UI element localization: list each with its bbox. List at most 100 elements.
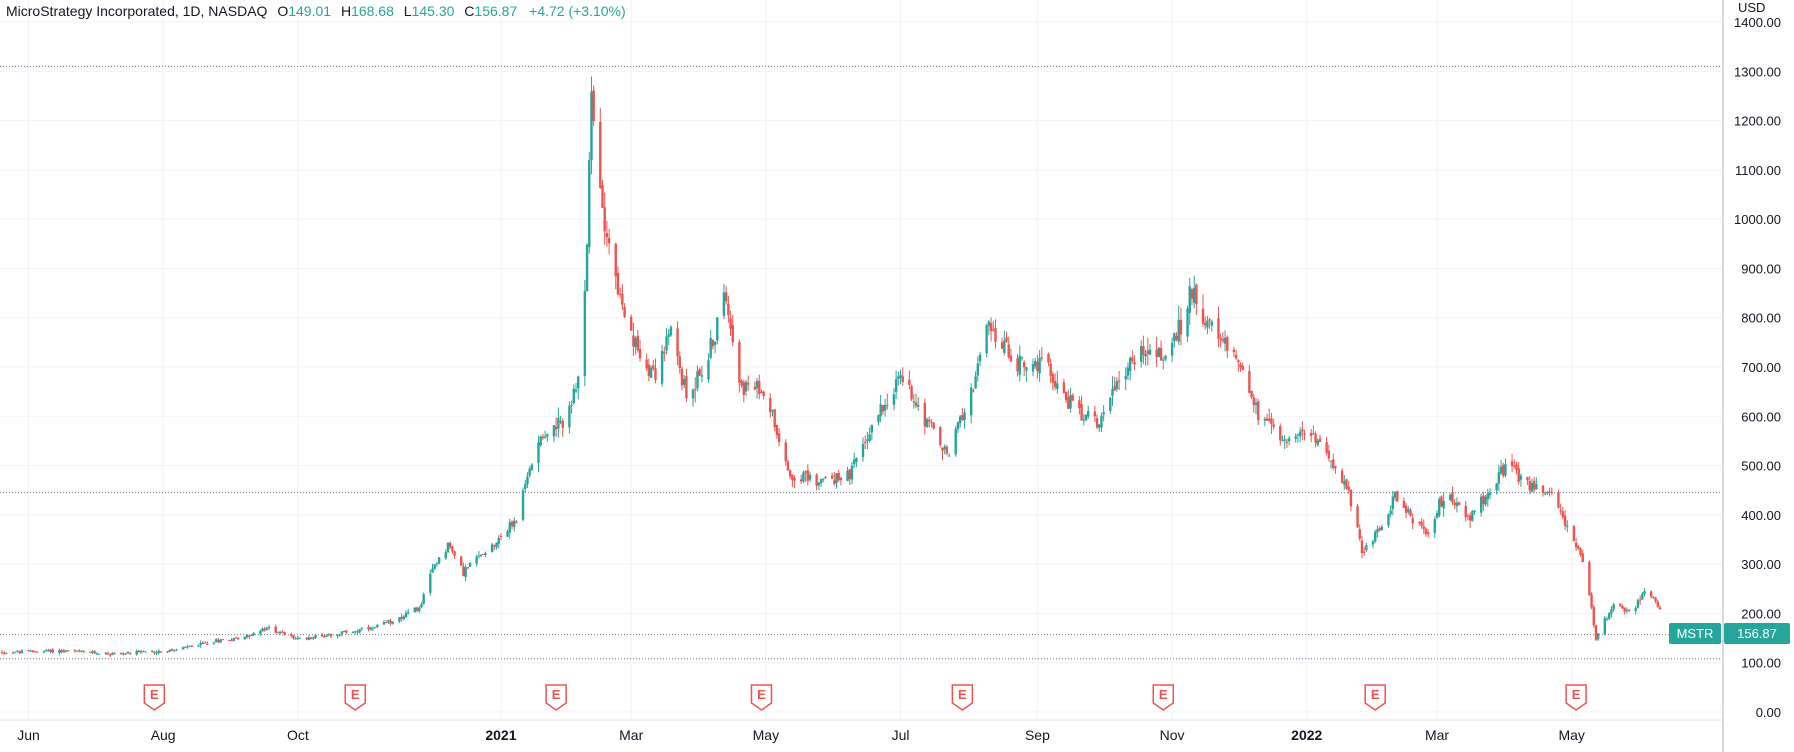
candle-body — [515, 522, 518, 524]
candle-body — [1234, 354, 1238, 359]
candle-body — [1223, 337, 1227, 344]
candle-body — [1111, 388, 1114, 397]
candle-body — [528, 468, 531, 476]
candle-body — [1237, 360, 1240, 363]
high-value: 168.68 — [351, 3, 394, 19]
candle-body — [1402, 500, 1406, 508]
candle-body — [868, 434, 871, 441]
earnings-marker[interactable]: E — [545, 684, 567, 711]
candle-body — [320, 634, 324, 637]
y-tick-label: 600.00 — [1741, 409, 1781, 424]
candle-body — [64, 650, 68, 652]
earnings-marker[interactable]: E — [143, 684, 166, 711]
candle-body — [1643, 591, 1646, 595]
candle-body — [499, 535, 503, 537]
candle-body — [1283, 439, 1286, 441]
candle-body — [738, 342, 741, 383]
candle-body — [636, 335, 640, 351]
candle-body — [356, 631, 359, 633]
x-tick-label: Jun — [17, 727, 40, 743]
candle-body — [47, 650, 50, 652]
candle-body — [992, 329, 995, 331]
candle-body — [345, 630, 348, 633]
candle-body — [700, 375, 704, 377]
candle-body — [1515, 464, 1518, 470]
earnings-marker[interactable]: E — [1565, 684, 1587, 711]
candle-body — [775, 424, 779, 436]
candle-body — [925, 418, 929, 427]
candle-body — [1442, 501, 1445, 509]
candle-body — [634, 337, 637, 348]
candle-body — [1387, 514, 1390, 526]
candle-body — [833, 480, 836, 485]
candle-body — [1435, 513, 1439, 518]
candle-body — [1195, 284, 1198, 305]
candle-body — [881, 405, 885, 412]
candle-body — [1486, 493, 1489, 500]
candle-body — [1034, 361, 1037, 367]
earnings-marker[interactable]: E — [344, 684, 366, 711]
candle-body — [1038, 357, 1041, 374]
candle-body — [1407, 508, 1410, 512]
candle-body — [1100, 415, 1103, 428]
candle-body — [497, 537, 500, 544]
y-tick-label: 800.00 — [1741, 311, 1781, 326]
candle-body — [590, 91, 593, 161]
candle-body — [307, 637, 311, 641]
candle-body — [793, 478, 796, 481]
candle-body — [1056, 383, 1059, 390]
candle-body — [846, 470, 849, 481]
candle-body — [1142, 346, 1145, 355]
candle-body — [1532, 480, 1536, 490]
candle-body — [799, 479, 803, 482]
candle-body — [16, 650, 19, 652]
candle-body — [1559, 510, 1562, 512]
candle-body — [429, 573, 432, 593]
candle-body — [1204, 322, 1207, 326]
price-axis[interactable]: USD — [1722, 0, 1765, 752]
candle-body — [1036, 361, 1039, 371]
candle-body — [1574, 542, 1578, 548]
candle-body — [839, 477, 843, 481]
candle-body — [1206, 320, 1209, 328]
candle-body — [879, 404, 882, 417]
candle-body — [482, 553, 485, 556]
candle-body — [1592, 607, 1595, 626]
candle-body — [1248, 370, 1251, 393]
earnings-marker[interactable]: E — [750, 684, 773, 711]
candle-body — [1226, 336, 1229, 351]
earnings-marker[interactable]: E — [951, 684, 974, 711]
y-tick-label: 1000.00 — [1734, 212, 1781, 227]
earnings-marker[interactable]: E — [1364, 684, 1386, 711]
candle-body — [42, 651, 46, 653]
candle-body — [1000, 342, 1004, 349]
candle-body — [698, 369, 701, 376]
candle-body — [685, 376, 688, 399]
candle-body — [60, 650, 63, 652]
candle-body — [1340, 470, 1344, 483]
candle-body — [1003, 340, 1006, 353]
candle-body — [819, 479, 823, 484]
candle-body — [1535, 484, 1538, 490]
candle-body — [1186, 308, 1189, 337]
candle-body — [1162, 359, 1165, 361]
candle-body — [1016, 358, 1019, 372]
candle-body — [294, 638, 297, 640]
candle-body — [1210, 321, 1214, 326]
price-tag-box — [1724, 623, 1790, 644]
candle-body — [309, 637, 313, 640]
candle-body — [20, 650, 24, 654]
candle-body — [267, 626, 271, 628]
candle-body — [228, 639, 231, 641]
candle-body — [623, 306, 626, 317]
candle-body — [546, 434, 549, 437]
candle-body — [104, 652, 107, 654]
chart-grid — [0, 0, 1722, 720]
earnings-marker[interactable]: E — [1152, 684, 1175, 711]
candle-body — [82, 650, 85, 652]
candle-body — [243, 636, 247, 640]
x-tick-label: Nov — [1160, 727, 1185, 743]
candle-body — [305, 637, 308, 640]
candle-body — [135, 650, 138, 655]
